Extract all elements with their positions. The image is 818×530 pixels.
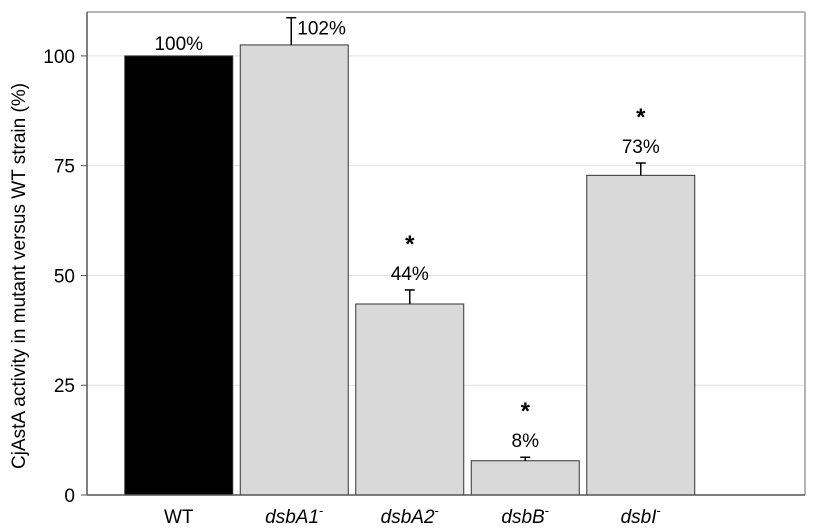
y-tick-label: 75 (54, 157, 75, 178)
category-label: dsbA1- (265, 503, 323, 528)
significance-star: * (636, 104, 646, 131)
error-bars (286, 16, 646, 461)
bar (470, 460, 580, 496)
y-tick-label: 0 (64, 486, 75, 507)
data-labels: 100% 102% 44% * 8% * 73% * (154, 19, 659, 453)
category-label: WT (164, 507, 194, 528)
y-tick-label: 50 (54, 266, 75, 287)
bar (586, 174, 696, 496)
y-tick-label: 100 (43, 47, 75, 68)
category-label: dsbA2- (381, 503, 439, 528)
bars (124, 44, 696, 496)
category-label: dsbB- (501, 503, 549, 528)
significance-star: * (405, 231, 415, 258)
category-label: dsbI- (621, 503, 661, 528)
significance-star: * (521, 398, 531, 425)
data-label: 8% (512, 431, 540, 452)
bar (239, 44, 349, 496)
y-tick-labels: 0 25 50 75 100 (43, 47, 75, 507)
data-label: 100% (154, 34, 203, 55)
y-axis-label: CjAstA activity in mutant versus WT stra… (9, 83, 30, 469)
category-labels: WT dsbA1- dsbA2- dsbB-dsbI- (164, 503, 661, 528)
y-tick-label: 25 (54, 376, 75, 397)
data-label: 73% (622, 137, 660, 158)
data-label: 102% (297, 19, 346, 40)
data-label: 44% (391, 264, 429, 285)
bar (124, 55, 234, 496)
axes (81, 11, 806, 496)
bar (355, 303, 465, 496)
